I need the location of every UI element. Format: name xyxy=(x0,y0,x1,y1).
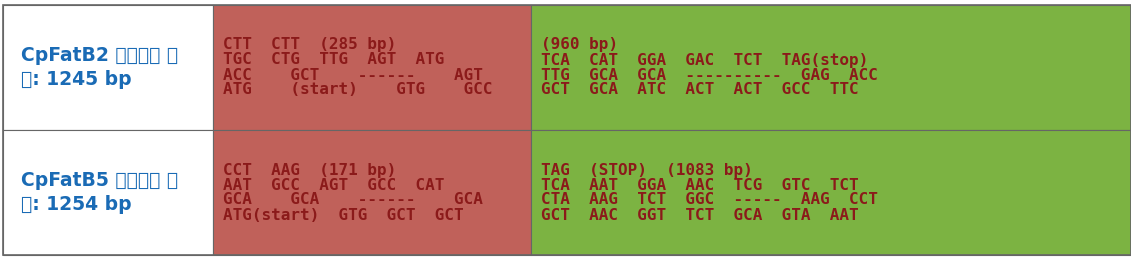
Text: GCA    GCA    ------    GCA: GCA GCA ------ GCA xyxy=(223,192,483,207)
Bar xyxy=(530,5,1131,130)
Text: CTA  AAG  TCT  GGC  -----  AAG  CCT: CTA AAG TCT GGC ----- AAG CCT xyxy=(541,192,878,207)
Text: TCA  CAT  GGA  GAC  TCT  TAG(stop): TCA CAT GGA GAC TCT TAG(stop) xyxy=(541,53,869,68)
Text: ATG    (start)    GTG    GCC: ATG (start) GTG GCC xyxy=(223,82,492,98)
Bar xyxy=(213,5,530,130)
Text: CTT  CTT  (285 bp): CTT CTT (285 bp) xyxy=(223,37,396,53)
Text: AAT  GCC  AGT  GCC  CAT: AAT GCC AGT GCC CAT xyxy=(223,178,444,192)
Text: ATG(start)  GTG  GCT  GCT: ATG(start) GTG GCT GCT xyxy=(223,207,464,223)
Text: TAG  (STOP)  (1083 bp): TAG (STOP) (1083 bp) xyxy=(541,162,753,178)
Text: TGC  CTG  TTG  AGT  ATG: TGC CTG TTG AGT ATG xyxy=(223,53,444,68)
Text: TCA  AAT  GGA  AAC  TCG  GTC  TCT: TCA AAT GGA AAC TCG GTC TCT xyxy=(541,178,858,192)
Text: CpFatB2 유전자의 구: CpFatB2 유전자의 구 xyxy=(21,46,178,65)
Bar xyxy=(530,130,1131,255)
Bar xyxy=(3,130,213,255)
Text: (960 bp): (960 bp) xyxy=(541,37,618,53)
Text: CCT  AAG  (171 bp): CCT AAG (171 bp) xyxy=(223,162,396,178)
Text: GCT  AAC  GGT  TCT  GCA  GTA  AAT: GCT AAC GGT TCT GCA GTA AAT xyxy=(541,207,858,223)
Text: ACC    GCT    ------    AGT: ACC GCT ------ AGT xyxy=(223,68,483,82)
Text: 조: 1254 bp: 조: 1254 bp xyxy=(21,195,131,214)
Text: TTG  GCA  GCA  ----------  GAG  ACC: TTG GCA GCA ---------- GAG ACC xyxy=(541,68,878,82)
Bar xyxy=(3,5,213,130)
Text: CpFatB5 유전자의 구: CpFatB5 유전자의 구 xyxy=(21,171,178,190)
Text: 조: 1245 bp: 조: 1245 bp xyxy=(21,70,131,89)
Bar xyxy=(213,130,530,255)
Text: GCT  GCA  ATC  ACT  ACT  GCC  TTC: GCT GCA ATC ACT ACT GCC TTC xyxy=(541,82,858,98)
